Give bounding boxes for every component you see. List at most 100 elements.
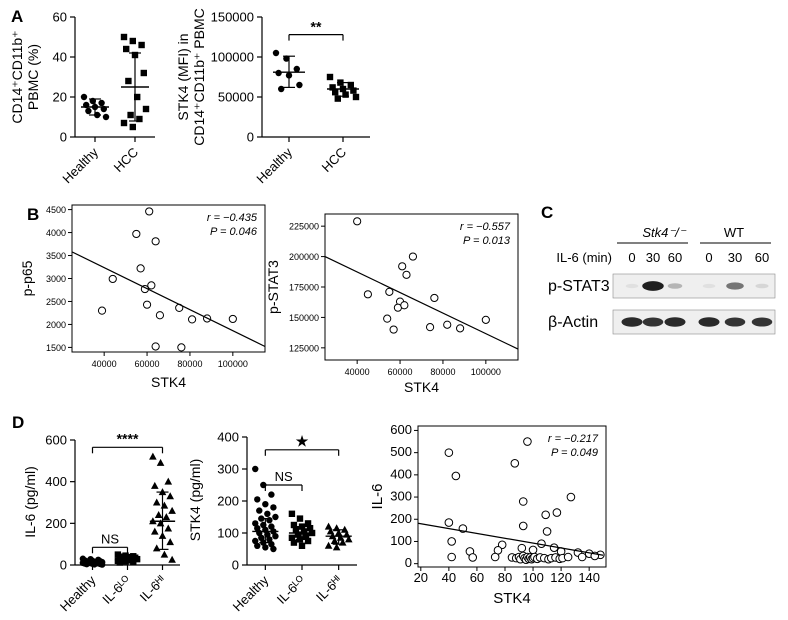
y-tick-label: 4500 bbox=[46, 205, 66, 215]
data-point bbox=[254, 496, 261, 503]
data-point bbox=[166, 538, 174, 546]
data-point bbox=[272, 49, 280, 57]
x-tick-label: Healthy bbox=[59, 144, 101, 186]
data-point bbox=[132, 229, 141, 239]
group-label-stk4-knockout: Stk4⁻/⁻ bbox=[642, 225, 686, 240]
data-point bbox=[342, 91, 349, 98]
data-point bbox=[160, 501, 169, 509]
data-point bbox=[352, 93, 360, 101]
y-tick-label: 2000 bbox=[46, 320, 66, 330]
data-point bbox=[563, 552, 573, 562]
blot-band bbox=[621, 317, 643, 327]
x-tick-label: Healthy bbox=[230, 572, 272, 614]
data-point bbox=[324, 522, 333, 530]
data-point bbox=[254, 525, 261, 532]
data-point bbox=[156, 519, 165, 527]
data-point bbox=[296, 515, 304, 522]
data-point bbox=[425, 323, 435, 332]
blot-band bbox=[625, 283, 639, 289]
blot-band bbox=[755, 283, 769, 289]
data-point bbox=[288, 510, 296, 517]
y-axis-label: p-STAT3 bbox=[265, 260, 281, 314]
y-tick-label: 400 bbox=[390, 466, 412, 481]
data-point bbox=[402, 270, 411, 279]
data-point bbox=[85, 107, 92, 115]
data-point bbox=[266, 536, 273, 543]
blot-band bbox=[664, 317, 686, 327]
y-axis-label: p-p65 bbox=[19, 260, 35, 296]
blot-band bbox=[724, 317, 746, 327]
lane-label: 60 bbox=[668, 250, 682, 265]
data-point bbox=[252, 465, 259, 473]
data-point bbox=[268, 491, 275, 498]
y-tick-label: 0 bbox=[60, 130, 67, 145]
y-tick-label: 600 bbox=[45, 433, 67, 448]
data-point bbox=[347, 81, 354, 89]
data-point bbox=[430, 293, 439, 303]
x-tick-label: 100 bbox=[522, 570, 544, 585]
data-point bbox=[385, 287, 394, 296]
data-point bbox=[98, 99, 105, 107]
y-tick-label: 400 bbox=[217, 430, 239, 445]
regression-line bbox=[71, 251, 266, 348]
data-point bbox=[252, 520, 259, 527]
y-tick-label: 0 bbox=[60, 558, 67, 573]
y-tick-label: 200 bbox=[390, 511, 412, 526]
x-tick-label: 100000 bbox=[471, 367, 501, 377]
data-point bbox=[447, 552, 456, 562]
data-point bbox=[577, 552, 587, 562]
y-tick-label: 400 bbox=[45, 474, 67, 489]
data-point bbox=[142, 300, 152, 309]
blot-band bbox=[702, 283, 716, 289]
treatment-label: IL-6 (min) bbox=[556, 250, 612, 265]
data-point bbox=[552, 508, 562, 517]
data-point bbox=[152, 498, 161, 506]
data-point bbox=[468, 553, 478, 562]
y-tick-label: 300 bbox=[390, 489, 412, 504]
x-tick-label: 60000 bbox=[135, 359, 160, 369]
blot-band bbox=[642, 281, 664, 291]
data-point bbox=[298, 542, 306, 549]
x-axis-label: STK4 bbox=[493, 590, 531, 607]
regression-line bbox=[324, 256, 519, 350]
data-point bbox=[517, 543, 527, 553]
data-point bbox=[127, 111, 134, 119]
lane-label: 0 bbox=[628, 250, 635, 265]
data-point bbox=[294, 531, 302, 538]
p-value-label: P = 0.049 bbox=[551, 447, 598, 459]
data-point bbox=[444, 518, 454, 527]
x-tick-label: 140 bbox=[578, 570, 600, 585]
significance-label: NS bbox=[275, 469, 293, 484]
panel-a1-chart: 0 20 40 60 Healthy HCC CD14⁺CD11b⁺PBMC (%) bbox=[9, 10, 155, 186]
data-point bbox=[122, 558, 129, 565]
data-point bbox=[151, 527, 159, 535]
data-point bbox=[350, 87, 357, 94]
data-point bbox=[125, 77, 132, 85]
panel-d2-chart: 0 100 200 300 400 Healthy IL-6ᴸᴼ IL-6ᴴᴵ STK4 (pg… bbox=[187, 430, 357, 614]
y-tick-label: 2500 bbox=[46, 297, 66, 307]
data-point bbox=[142, 105, 150, 113]
data-point bbox=[120, 119, 128, 127]
significance-label: ** bbox=[311, 19, 322, 35]
y-tick-label: 3000 bbox=[46, 274, 66, 284]
data-point bbox=[444, 448, 454, 457]
y-tick-label: 300 bbox=[217, 462, 239, 477]
y-axis-label: IL-6 bbox=[369, 484, 386, 510]
data-point bbox=[252, 537, 259, 545]
x-tick-label: HCC bbox=[319, 145, 350, 176]
x-tick-label: 120 bbox=[550, 570, 572, 585]
p-value-label: P = 0.046 bbox=[210, 226, 258, 238]
data-point bbox=[510, 459, 520, 468]
data-point bbox=[268, 523, 275, 530]
data-point bbox=[288, 534, 296, 541]
data-point bbox=[97, 306, 107, 315]
panel-letter-d: D bbox=[12, 413, 24, 432]
data-point bbox=[290, 521, 298, 529]
y-tick-label: 4000 bbox=[46, 228, 66, 238]
x-tick-label: IL-6ᴴᴵ bbox=[137, 573, 169, 605]
data-point bbox=[296, 81, 303, 89]
data-point bbox=[292, 526, 300, 533]
x-tick-label: 80 bbox=[498, 570, 512, 585]
data-point bbox=[272, 533, 279, 540]
data-point bbox=[293, 65, 300, 73]
